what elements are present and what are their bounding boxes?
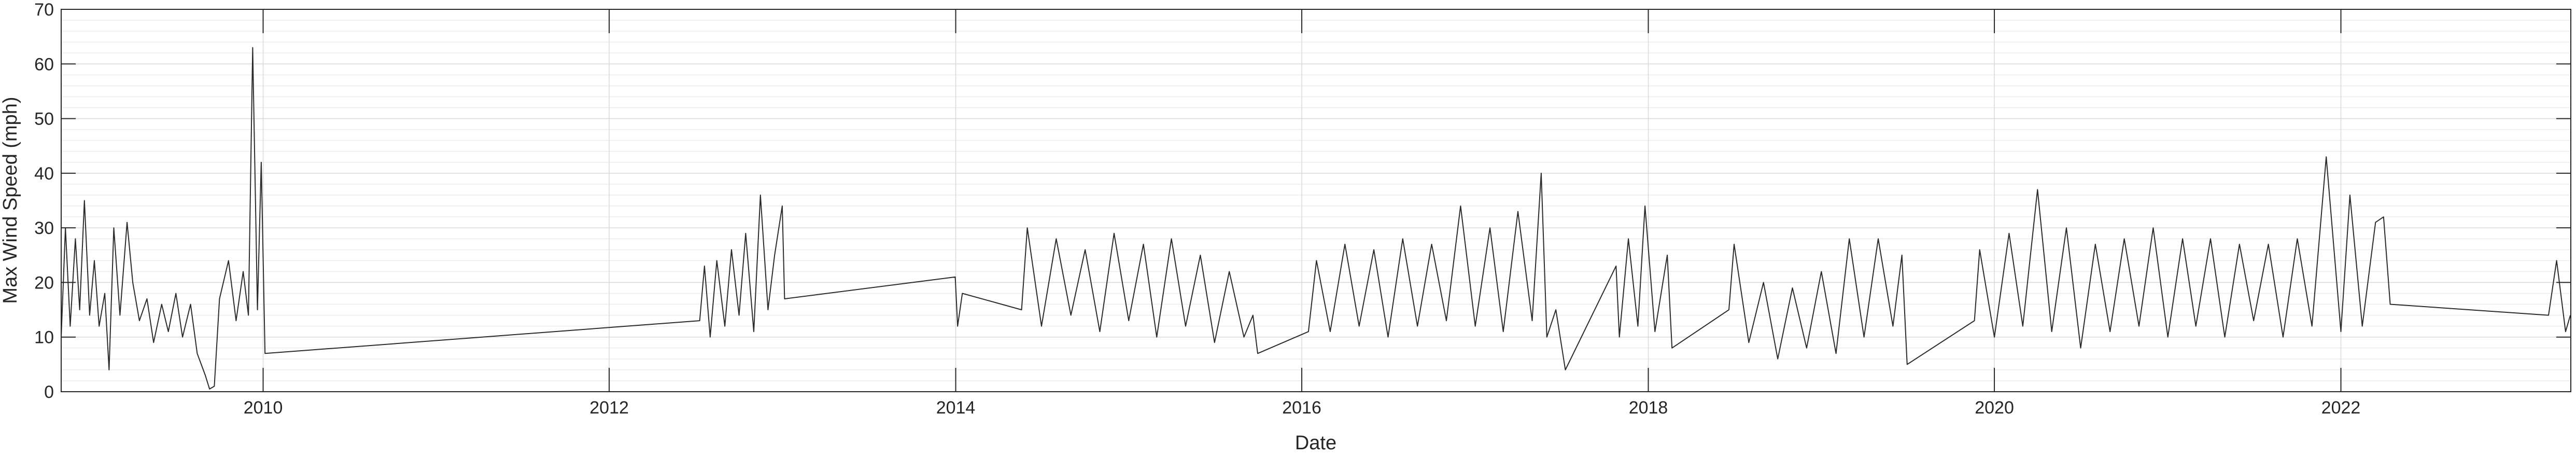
axes-box bbox=[61, 9, 2571, 392]
y-tick-label: 0 bbox=[44, 382, 54, 402]
y-axis-label: Max Wind Speed (mph) bbox=[0, 96, 21, 304]
y-tick-label: 10 bbox=[34, 328, 54, 348]
y-tick-label: 40 bbox=[34, 164, 54, 184]
y-tick-label: 20 bbox=[34, 273, 54, 293]
x-axis-ticks: 2010 2012 2014 2016 2018 2020 2022 bbox=[244, 9, 2361, 418]
x-tick-label: 2012 bbox=[589, 398, 629, 418]
y-tick-label: 60 bbox=[34, 54, 54, 74]
y-tick-label: 50 bbox=[34, 109, 54, 129]
plot-area bbox=[61, 9, 2571, 392]
series-layer bbox=[61, 47, 2571, 390]
y-tick-label: 30 bbox=[34, 218, 54, 238]
x-tick-label: 2018 bbox=[1629, 398, 1668, 418]
x-tick-label: 2020 bbox=[1975, 398, 2014, 418]
x-tick-label: 2014 bbox=[936, 398, 976, 418]
x-tick-label: 2010 bbox=[244, 398, 283, 418]
x-axis-label: Date bbox=[1295, 432, 1336, 454]
series-line bbox=[61, 47, 2571, 390]
y-tick-label: 70 bbox=[34, 0, 54, 20]
y-axis-ticks: 0 10 20 30 40 50 60 70 bbox=[34, 0, 2571, 402]
x-tick-label: 2016 bbox=[1282, 398, 1321, 418]
minor-gridlines bbox=[61, 20, 2571, 381]
x-tick-label: 2022 bbox=[2321, 398, 2361, 418]
